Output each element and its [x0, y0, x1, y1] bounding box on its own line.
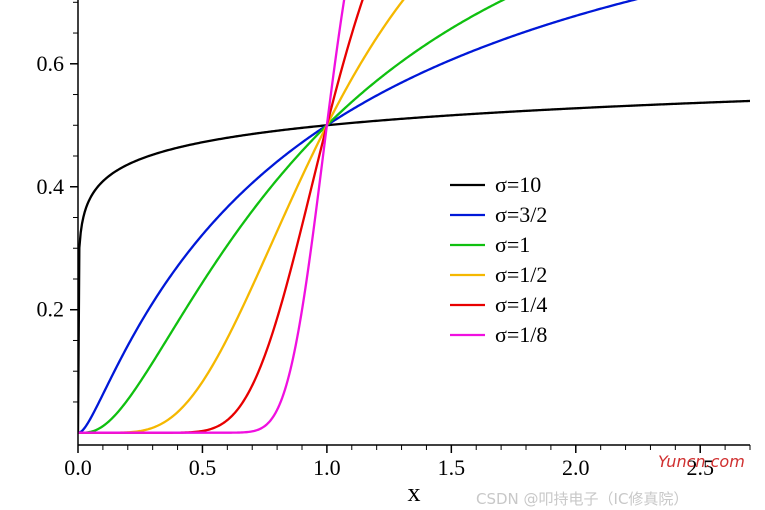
x-tick-label: 1.0 — [313, 455, 341, 480]
series-sigma-1-4 — [78, 0, 750, 433]
series-sigma-1-8 — [78, 0, 750, 433]
legend-label-sigma-1-2: σ=1/2 — [495, 262, 547, 287]
x-axis-label: x — [408, 478, 421, 507]
x-tick-label: 2.0 — [562, 455, 590, 480]
legend-label-sigma-1-8: σ=1/8 — [495, 322, 547, 347]
x-tick-label: 0.5 — [189, 455, 217, 480]
series-sigma-3-2 — [78, 0, 750, 433]
y-tick-label: 0.4 — [37, 174, 65, 199]
legend-label-sigma-1-4: σ=1/4 — [495, 292, 547, 317]
legend-label-sigma-1: σ=1 — [495, 232, 530, 257]
series-sigma-1 — [78, 0, 750, 433]
chart-container: 0.0 0.5 1.0 1.5 2.0 2.5 0.2 0.4 0.6 x σ=10 σ=3/2 σ=1… — [0, 0, 765, 510]
x-tick-label: 1.5 — [438, 455, 466, 480]
lognormal-cdf-chart: 0.0 0.5 1.0 1.5 2.0 2.5 0.2 0.4 0.6 x σ=10 σ=3/2 σ=1… — [0, 0, 765, 510]
series-sigma-1-2 — [78, 0, 750, 433]
legend-label-sigma-10: σ=10 — [495, 172, 541, 197]
y-tick-label: 0.2 — [37, 297, 65, 322]
x-tick-label: 2.5 — [686, 455, 714, 480]
y-tick-label: 0.6 — [37, 51, 65, 76]
legend-label-sigma-3-2: σ=3/2 — [495, 202, 547, 227]
series-sigma-10 — [78, 101, 750, 433]
series-group — [78, 0, 750, 433]
x-tick-label: 0.0 — [64, 455, 92, 480]
